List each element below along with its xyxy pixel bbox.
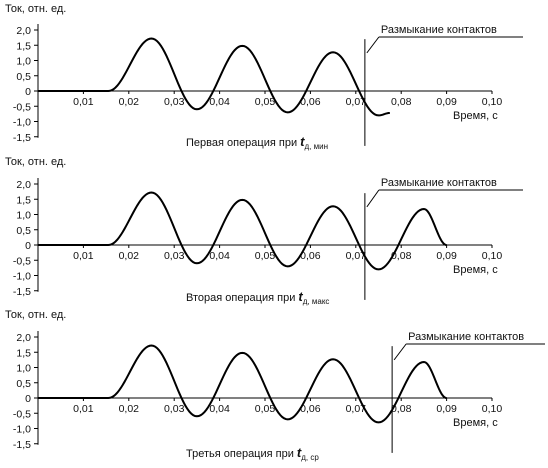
chart-panel-1: 2,0 1,5 1,0 0,5 0 -0,5 -1,0 -1,5 0,01 0,02 0,03 0,0… bbox=[5, 3, 523, 151]
y-tick-label: 1,5 bbox=[16, 194, 31, 206]
panel-caption: Вторая операция при tд, макс bbox=[186, 289, 329, 306]
x-tick-label: 0,08 bbox=[391, 96, 412, 108]
x-tick-label: 0,08 bbox=[391, 403, 412, 415]
x-tick-label: 0,08 bbox=[391, 250, 412, 262]
caption-variable: t bbox=[297, 445, 302, 460]
y-tick-label: 0,5 bbox=[16, 71, 31, 83]
x-tick-label: 0,02 bbox=[119, 250, 140, 262]
x-axis-label: Время, с bbox=[453, 264, 498, 276]
x-tick-label: 0,10 bbox=[482, 96, 503, 108]
x-axis-label: Время, с bbox=[453, 110, 498, 122]
x-tick-label: 0,09 bbox=[436, 250, 457, 262]
y-tick-label: -0,5 bbox=[13, 408, 31, 420]
y-axis-label: Ток, отн. ед. bbox=[5, 3, 66, 15]
y-tick-label: 2,0 bbox=[16, 332, 31, 344]
caption-text: Первая операция при bbox=[186, 137, 300, 149]
annotation-leader bbox=[366, 189, 380, 208]
x-tick-label: 0,01 bbox=[73, 403, 94, 415]
y-tick-label: 0,5 bbox=[16, 225, 31, 237]
chart-panel-2: 2,0 1,5 1,0 0,5 0 -0,5 -1,0 -1,5 0,01 0,02 0,03 0,0… bbox=[5, 156, 523, 306]
x-tick-label: 0,10 bbox=[482, 250, 503, 262]
y-tick-label: 1,5 bbox=[16, 40, 31, 52]
x-tick-label: 0,09 bbox=[436, 403, 457, 415]
x-tick-label: 0,06 bbox=[300, 250, 321, 262]
x-tick-label: 0,05 bbox=[255, 250, 276, 262]
x-tick-label: 0,05 bbox=[255, 96, 276, 108]
y-tick-label: -1,0 bbox=[13, 271, 31, 283]
annotation-leader bbox=[366, 36, 380, 54]
x-tick-label: 0,03 bbox=[164, 250, 185, 262]
x-tick-label: 0,07 bbox=[346, 250, 367, 262]
y-tick-label: 1,0 bbox=[16, 363, 31, 375]
y-tick-label: -0,5 bbox=[13, 255, 31, 267]
y-tick-label: 0 bbox=[25, 393, 31, 405]
x-tick-label: 0,06 bbox=[300, 96, 321, 108]
caption-variable: t bbox=[298, 289, 303, 304]
x-tick-label: 0,02 bbox=[119, 96, 140, 108]
x-axis-label: Время, с bbox=[453, 417, 498, 429]
caption-text: Вторая операция при bbox=[186, 292, 298, 304]
current-curve bbox=[38, 37, 390, 117]
y-tick-label: 0 bbox=[25, 240, 31, 252]
x-tick-label: 0,01 bbox=[73, 96, 94, 108]
panel-caption: Первая операция при tд, мин bbox=[186, 134, 328, 151]
x-tick-label: 0,04 bbox=[209, 96, 230, 108]
y-axis-label: Ток, отн. ед. bbox=[5, 156, 66, 168]
y-tick-label: -1,0 bbox=[13, 424, 31, 436]
x-tick-label: 0,07 bbox=[346, 96, 367, 108]
y-tick-label: -1,0 bbox=[13, 117, 31, 129]
caption-variable: t bbox=[300, 134, 305, 149]
caption-subscript: д, макс bbox=[303, 297, 330, 306]
x-tick-label: 0,03 bbox=[164, 96, 185, 108]
x-tick-label: 0,07 bbox=[346, 403, 367, 415]
annotation-label: Размыкание контактов bbox=[381, 177, 497, 189]
y-tick-label: -1,5 bbox=[13, 132, 31, 144]
panel-caption: Третья операция при tд, ср bbox=[186, 445, 319, 462]
annotation-label: Размыкание контактов bbox=[408, 331, 524, 343]
x-tick-label: 0,04 bbox=[209, 250, 230, 262]
x-tick-label: 0,10 bbox=[482, 403, 503, 415]
y-tick-label: -1,5 bbox=[13, 286, 31, 298]
x-tick-label: 0,05 bbox=[255, 403, 276, 415]
caption-text: Третья операция при bbox=[186, 448, 297, 460]
current-curve bbox=[38, 344, 447, 424]
current-curve bbox=[38, 191, 447, 271]
y-tick-label: 1,5 bbox=[16, 347, 31, 359]
y-tick-label: 2,0 bbox=[16, 179, 31, 191]
annotation-leader bbox=[393, 343, 407, 361]
x-tick-label: 0,04 bbox=[209, 403, 230, 415]
x-tick-label: 0,09 bbox=[436, 96, 457, 108]
x-tick-label: 0,01 bbox=[73, 250, 94, 262]
y-tick-label: 0,5 bbox=[16, 378, 31, 390]
y-tick-label: -0,5 bbox=[13, 101, 31, 113]
x-tick-label: 0,03 bbox=[164, 403, 185, 415]
x-tick-label: 0,02 bbox=[119, 403, 140, 415]
y-tick-label: 0 bbox=[25, 86, 31, 98]
annotation-label: Размыкание контактов bbox=[381, 24, 497, 36]
y-tick-label: 1,0 bbox=[16, 56, 31, 68]
chart-panel-3: 2,0 1,5 1,0 0,5 0 -0,5 -1,0 -1,5 0,01 0,02 0,03 0,0… bbox=[5, 309, 545, 462]
y-axis-label: Ток, отн. ед. bbox=[5, 309, 66, 321]
caption-subscript: д, ср bbox=[301, 453, 319, 462]
y-tick-label: -1,5 bbox=[13, 439, 31, 451]
y-tick-label: 2,0 bbox=[16, 25, 31, 37]
caption-subscript: д, мин bbox=[305, 142, 329, 151]
y-tick-label: 1,0 bbox=[16, 210, 31, 222]
x-tick-label: 0,06 bbox=[300, 403, 321, 415]
